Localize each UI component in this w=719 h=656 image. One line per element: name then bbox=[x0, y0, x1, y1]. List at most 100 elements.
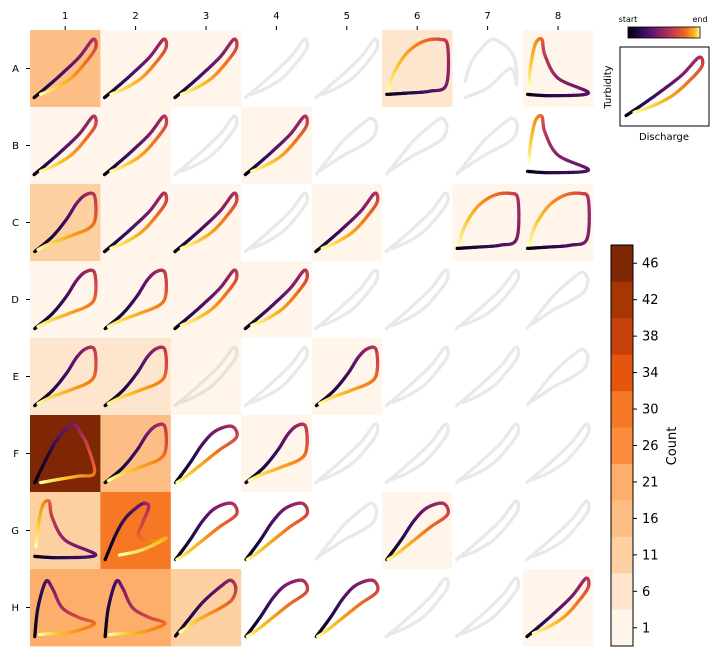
loop-segment bbox=[393, 165, 399, 169]
loop-segment bbox=[391, 166, 396, 171]
loop-segment bbox=[469, 161, 475, 166]
loop-segment bbox=[434, 140, 439, 145]
loop-segment bbox=[271, 70, 277, 76]
loop-segment bbox=[345, 67, 351, 73]
loop-segment bbox=[332, 87, 338, 92]
loop-segment bbox=[276, 78, 282, 83]
loop-segment bbox=[478, 155, 484, 160]
loop-segment bbox=[506, 139, 511, 145]
loop-segment bbox=[407, 142, 413, 148]
loop-segment bbox=[398, 162, 403, 166]
heatmap-cell bbox=[382, 107, 453, 185]
loop-segment bbox=[364, 47, 369, 53]
loop-segment bbox=[253, 90, 259, 95]
loop-segment bbox=[422, 147, 428, 152]
loop-segment bbox=[465, 68, 470, 75]
loop-segment bbox=[402, 158, 408, 163]
loop-segment bbox=[507, 117, 512, 122]
loop-segment bbox=[329, 161, 334, 166]
loop-segment bbox=[249, 89, 255, 95]
loop-segment bbox=[284, 71, 290, 77]
loop-segment bbox=[473, 147, 479, 153]
loop-segment bbox=[260, 87, 265, 92]
loop-segment bbox=[331, 149, 336, 155]
loop-segment bbox=[338, 140, 344, 146]
loop-segment bbox=[351, 74, 357, 80]
loop-segment bbox=[406, 156, 412, 161]
loop-segment bbox=[259, 81, 265, 86]
loop-segment bbox=[314, 95, 318, 100]
loop-segment bbox=[512, 72, 517, 79]
loop-segment bbox=[486, 84, 492, 90]
loop-segment bbox=[482, 137, 488, 142]
loop-segment bbox=[438, 138, 443, 143]
loop-segment bbox=[363, 61, 368, 67]
loop-segment bbox=[348, 149, 354, 154]
loop-segment bbox=[330, 160, 335, 165]
loop-segment bbox=[359, 66, 364, 72]
loop-segment bbox=[338, 83, 344, 88]
loop-segment bbox=[505, 118, 510, 123]
loop-segment bbox=[470, 151, 476, 157]
loop-segment bbox=[269, 82, 275, 87]
loop-segment bbox=[337, 155, 343, 160]
loop-segment bbox=[506, 117, 511, 122]
loop-segment bbox=[341, 70, 347, 76]
loop-segment bbox=[472, 159, 477, 164]
loop-segment bbox=[182, 164, 187, 169]
loop-segment bbox=[478, 142, 483, 148]
loop-segment bbox=[340, 82, 346, 87]
loop-segment bbox=[245, 93, 250, 98]
loop-segment bbox=[273, 68, 279, 74]
loop-segment bbox=[498, 144, 504, 149]
loop-segment bbox=[512, 117, 517, 122]
loop-segment bbox=[464, 73, 469, 79]
loop-segment bbox=[374, 37, 379, 42]
loop-segment bbox=[210, 151, 216, 157]
loop-segment bbox=[462, 162, 467, 168]
loop-segment bbox=[354, 58, 360, 64]
loop-segment bbox=[401, 149, 407, 155]
loop-segment bbox=[227, 118, 233, 124]
loop-segment bbox=[368, 41, 374, 47]
loop-segment bbox=[221, 126, 227, 132]
loop-segment bbox=[477, 156, 482, 161]
loop-segment bbox=[227, 132, 232, 138]
loop-segment bbox=[325, 85, 331, 90]
loop-segment bbox=[226, 134, 231, 140]
loop-segment bbox=[193, 163, 198, 168]
loop-segment bbox=[285, 56, 291, 62]
loop-segment bbox=[417, 131, 423, 137]
loop-segment bbox=[247, 92, 252, 97]
loop-segment bbox=[463, 160, 469, 166]
loop-segment bbox=[269, 72, 275, 77]
loop-segment bbox=[357, 68, 363, 74]
loop-segment bbox=[362, 49, 368, 55]
loop-segment bbox=[350, 148, 355, 153]
loop-segment bbox=[490, 148, 496, 153]
loop-segment bbox=[488, 131, 494, 137]
loop-segment bbox=[475, 157, 481, 162]
loop-segment bbox=[328, 88, 334, 93]
loop-segment bbox=[463, 95, 468, 100]
loop-segment bbox=[343, 151, 349, 156]
loop-segment bbox=[481, 87, 487, 93]
loop-segment bbox=[427, 145, 432, 150]
loop-segment bbox=[371, 135, 376, 140]
loop-segment bbox=[435, 117, 440, 122]
loop-segment bbox=[365, 44, 371, 51]
loop-segment bbox=[350, 128, 357, 134]
loop-segment bbox=[370, 52, 376, 58]
loop-segment bbox=[207, 154, 213, 159]
loop-segment bbox=[352, 60, 358, 66]
loop-segment bbox=[484, 151, 490, 156]
loop-segment bbox=[504, 45, 511, 51]
loop-segment bbox=[488, 82, 494, 88]
loop-segment bbox=[469, 60, 474, 66]
loop-segment bbox=[222, 138, 228, 144]
loop-segment bbox=[513, 118, 518, 123]
loop-segment bbox=[255, 90, 260, 95]
loop-segment bbox=[432, 120, 437, 125]
loop-segment bbox=[337, 142, 342, 148]
loop-segment bbox=[354, 71, 360, 77]
